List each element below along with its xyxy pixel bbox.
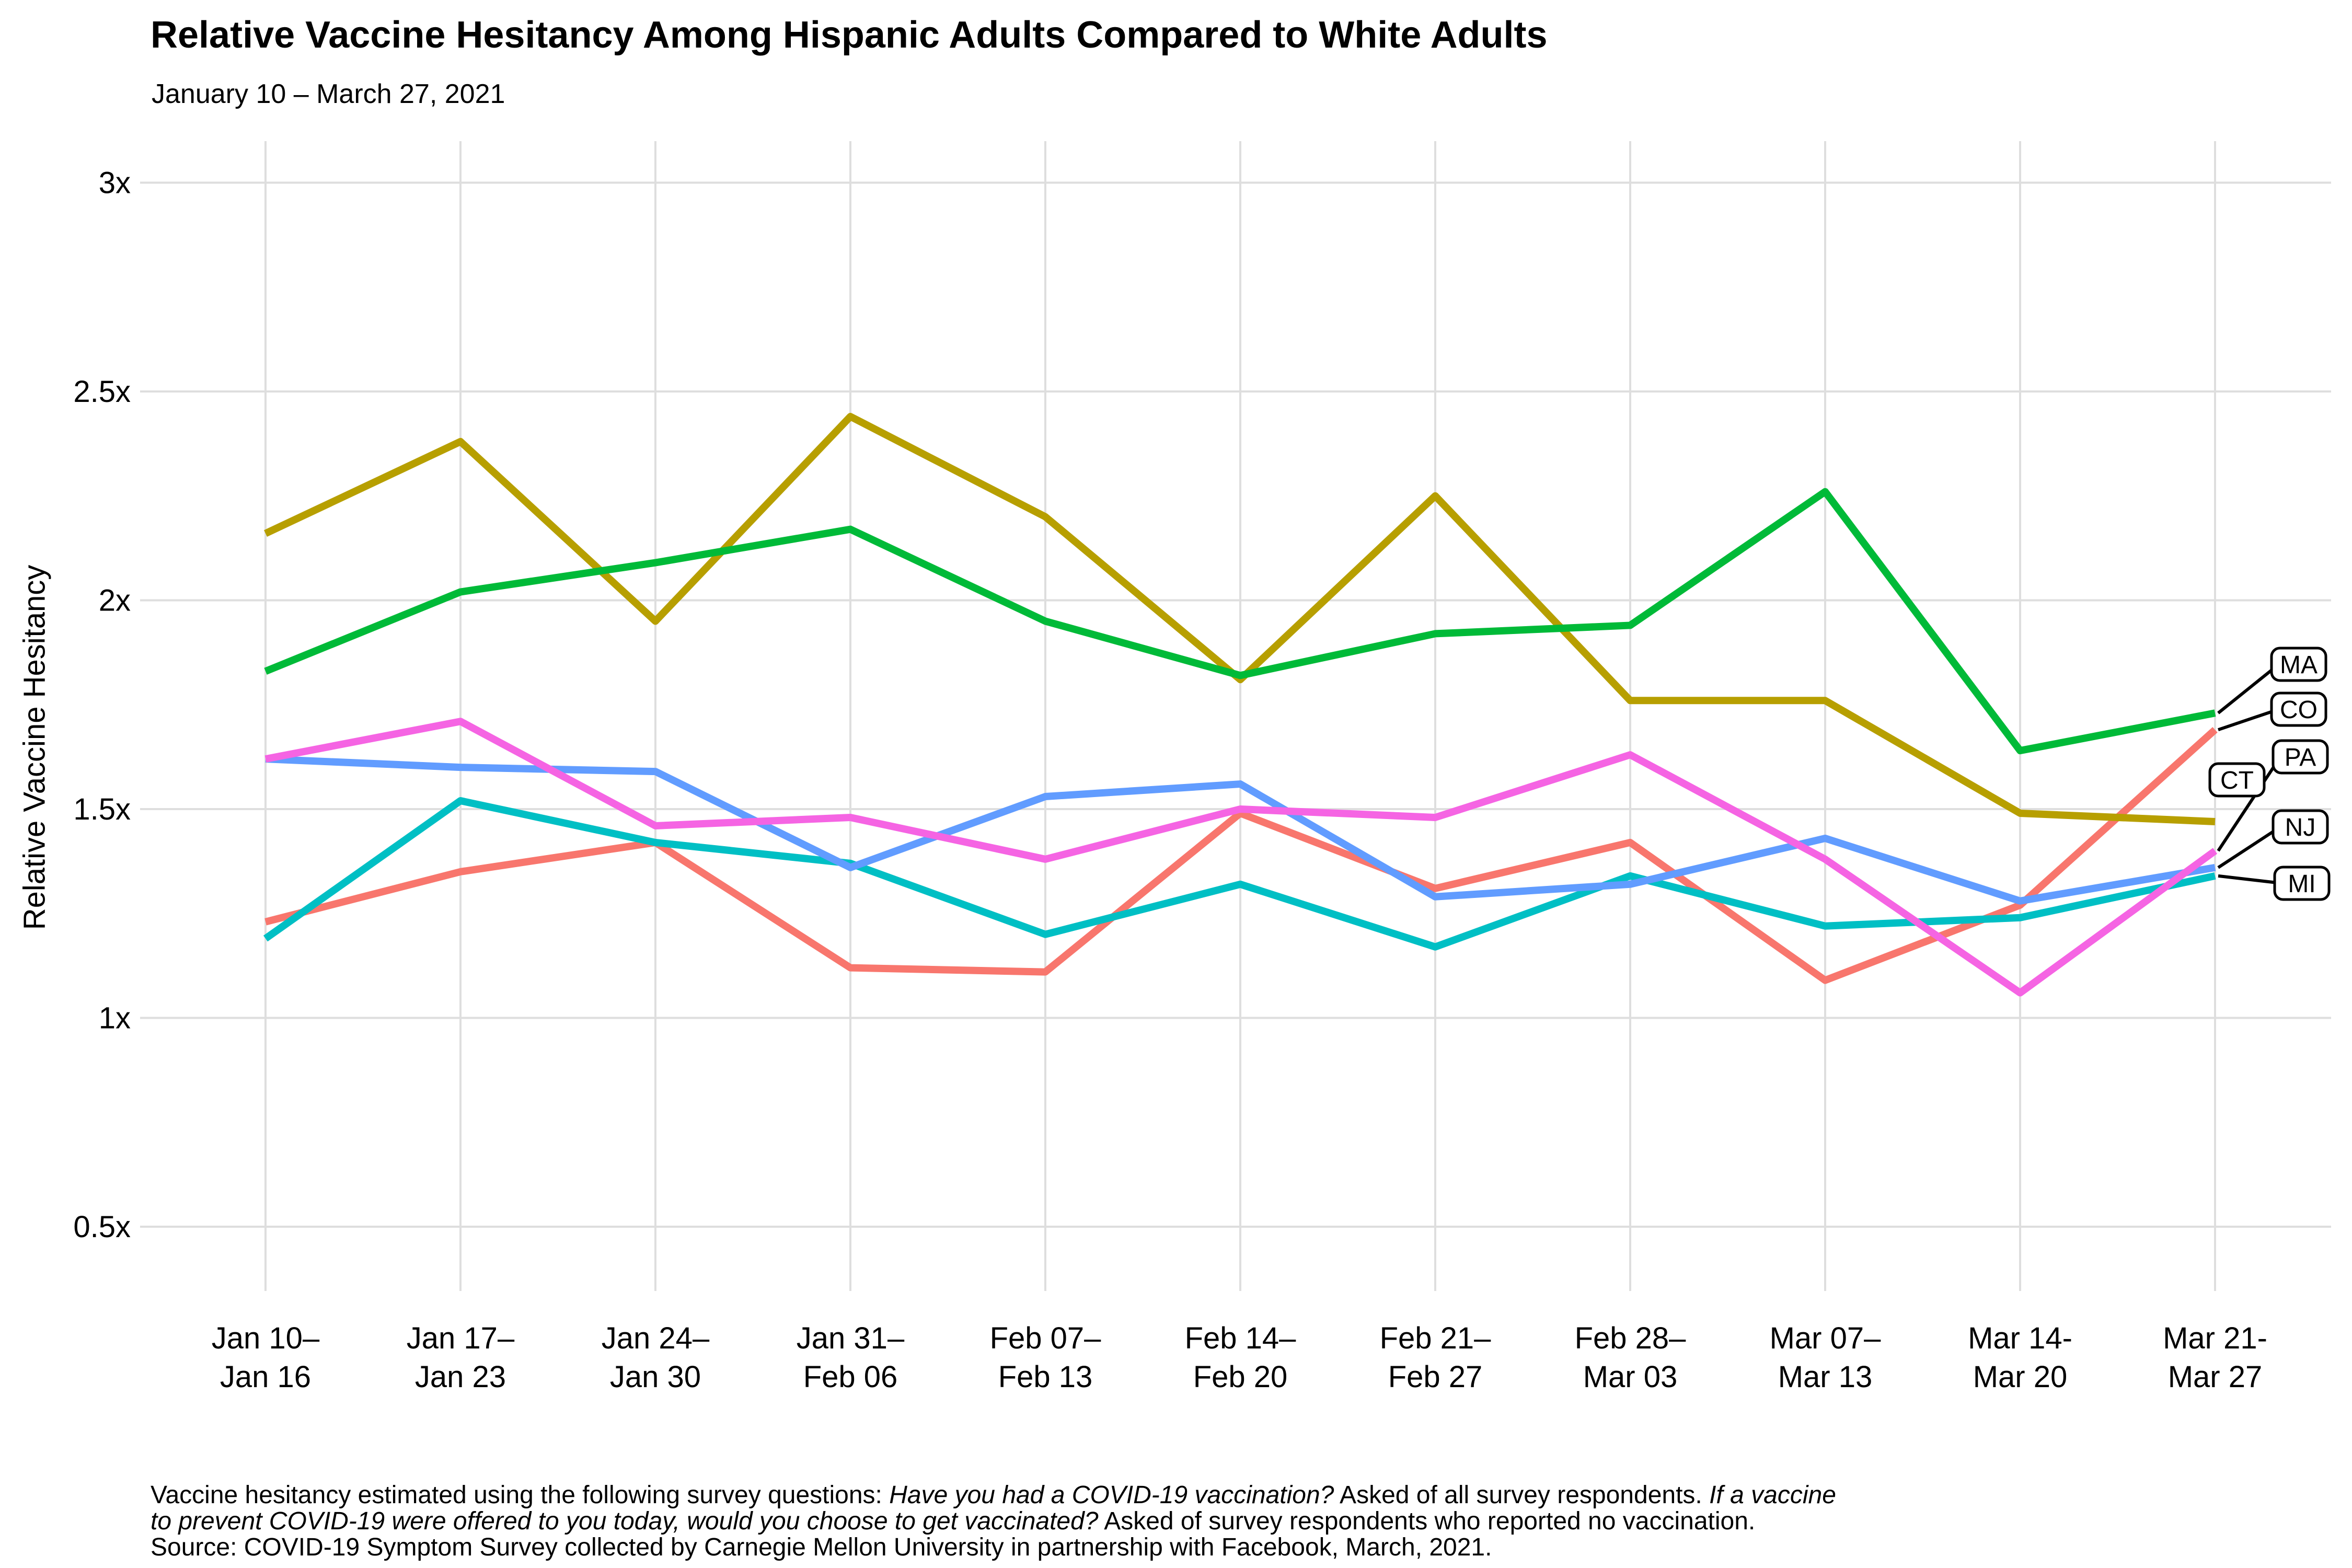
x-tick-7-bottom: Mar 03 <box>1583 1360 1678 1394</box>
x-tick-5-bottom: Feb 20 <box>1193 1360 1288 1394</box>
x-tick-10-bottom: Mar 27 <box>2168 1360 2263 1394</box>
state-label-MA: MA <box>2280 651 2318 679</box>
series-line-CO <box>264 727 2218 984</box>
x-tick-4-bottom: Feb 13 <box>998 1360 1093 1394</box>
x-tick-2-top: Jan 24– <box>602 1321 710 1355</box>
x-tick-6-bottom: Feb 27 <box>1388 1360 1483 1394</box>
state-label-box-MI <box>2273 866 2331 901</box>
leader-line-PA <box>2217 756 2282 852</box>
x-tick-8-top: Mar 07– <box>1770 1321 1882 1355</box>
series-line-MI <box>263 797 2216 951</box>
y-tick-0.5x: 0.5x <box>73 1210 131 1244</box>
state-label-NJ: NJ <box>2285 814 2316 841</box>
state-label-box-NJ <box>2272 809 2329 845</box>
x-tick-9-top: Mar 14- <box>1968 1321 2072 1355</box>
x-tick-1-bottom: Jan 23 <box>415 1360 506 1394</box>
state-label-box-MA <box>2270 647 2327 682</box>
state-label-MI: MI <box>2288 870 2315 898</box>
x-tick-3-bottom: Feb 06 <box>803 1360 898 1394</box>
state-label-box-CO <box>2270 691 2327 727</box>
series-line-MA <box>264 488 2216 755</box>
state-label-PA: PA <box>2285 744 2316 771</box>
x-tick-0-top: Jan 10– <box>212 1321 320 1355</box>
chart-title: Relative Vaccine Hesitancy Among Hispani… <box>151 14 1548 56</box>
footnote-line-3: Source: COVID-19 Symptom Survey collecte… <box>151 1534 1492 1561</box>
leader-line-CO <box>2218 708 2279 732</box>
x-tick-10-top: Mar 21- <box>2163 1321 2267 1355</box>
state-label-box-CT <box>2208 762 2266 798</box>
x-tick-5-top: Feb 14– <box>1185 1321 1297 1355</box>
leader-line-MI <box>2218 874 2282 885</box>
x-tick-9-bottom: Mar 20 <box>1973 1360 2068 1394</box>
chart-subtitle: January 10 – March 27, 2021 <box>152 79 505 109</box>
leader-line-MA <box>2217 663 2280 714</box>
y-tick-2.5x: 2.5x <box>73 375 131 409</box>
footnote-line-2: to prevent COVID-19 were offered to you … <box>151 1507 1756 1535</box>
state-label-CT: CT <box>2220 767 2254 794</box>
x-tick-6-top: Feb 21– <box>1380 1321 1492 1355</box>
y-tick-1.5x: 1.5x <box>73 792 131 826</box>
y-tick-3x: 3x <box>99 166 131 200</box>
x-tick-1-top: Jan 17– <box>407 1321 515 1355</box>
x-tick-3-top: Jan 31– <box>797 1321 905 1355</box>
y-tick-2x: 2x <box>99 584 131 618</box>
footnote-line-1: Vaccine hesitancy estimated using the fo… <box>151 1481 1836 1509</box>
state-label-CO: CO <box>2280 696 2318 724</box>
x-tick-0-bottom: Jan 16 <box>220 1360 311 1394</box>
y-tick-1x: 1x <box>99 1001 131 1035</box>
footnote: Vaccine hesitancy estimated using the fo… <box>151 1482 2330 1561</box>
x-tick-8-bottom: Mar 13 <box>1778 1360 1873 1394</box>
state-label-box-PA <box>2272 739 2329 775</box>
x-tick-7-top: Feb 28– <box>1575 1321 1687 1355</box>
x-tick-4-top: Feb 07– <box>990 1321 1102 1355</box>
series-line-PA <box>264 718 2218 997</box>
series-line-NJ <box>265 755 2216 905</box>
series-line-CT <box>264 412 2216 825</box>
x-tick-2-bottom: Jan 30 <box>610 1360 701 1394</box>
leader-line-NJ <box>2217 825 2281 869</box>
